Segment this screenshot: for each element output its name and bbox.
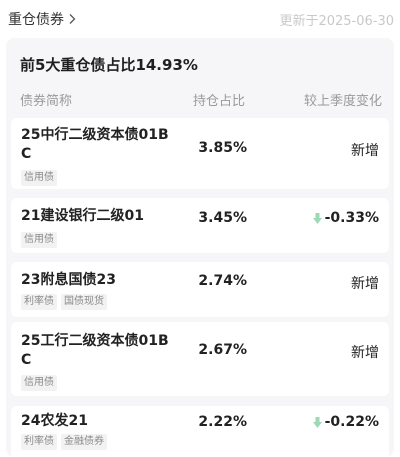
column-header-share: 持仓占比 [193, 94, 246, 109]
change-value: 新增 [351, 143, 379, 159]
quarter-change: -0.33% [312, 210, 379, 226]
bond-name: 23附息国债23 [21, 272, 116, 288]
bond-name: 25中行二级资本债01BC [21, 127, 169, 162]
quarter-change: 新增 [351, 342, 379, 362]
column-header-name: 债券简称 [20, 94, 73, 109]
holding-share: 2.22% [198, 414, 247, 430]
holding-row[interactable]: 24农发21 利率债 金融债券 2.22% -0.22% [11, 406, 389, 457]
bond-tags: 信用债 [21, 232, 61, 248]
bond-tag: 金融债券 [61, 434, 107, 450]
change-value: 新增 [351, 276, 379, 292]
holding-row[interactable]: 25工行二级资本债01BC 信用债 2.67% 新增 [11, 322, 389, 396]
bond-name: 21建设银行二级01 [21, 208, 144, 224]
bond-tags: 利率债 国债现货 [21, 294, 111, 310]
bond-tag: 信用债 [21, 375, 57, 391]
bond-tag: 利率债 [21, 294, 57, 310]
holdings-card: 前5大重仓债占比14.93% 债券简称 持仓占比 较上季度变化 25中行二级资本… [6, 38, 394, 457]
top-bar: 重仓债券 更新于2025-06-30 [0, 0, 400, 38]
bond-tag: 国债现货 [61, 294, 107, 310]
bond-tags: 信用债 [21, 170, 61, 186]
holding-share: 2.67% [198, 342, 247, 358]
holding-share: 3.45% [198, 210, 247, 226]
updated-date: 更新于2025-06-30 [279, 13, 394, 29]
arrow-down-icon [312, 416, 322, 428]
quarter-change: -0.22% [312, 414, 379, 430]
holdings-section-link[interactable]: 重仓债券 [8, 9, 77, 29]
change-value: -0.22% [324, 414, 379, 430]
bond-tag: 信用债 [21, 170, 57, 186]
change-value: 新增 [351, 345, 379, 361]
top5-share-title: 前5大重仓债占比14.93% [20, 56, 198, 74]
bond-name: 25工行二级资本债01BC [21, 333, 169, 368]
bond-tags: 利率债 金融债券 [21, 434, 111, 450]
bond-tag: 信用债 [21, 232, 57, 248]
bond-tags: 信用债 [21, 375, 61, 391]
bond-name: 24农发21 [21, 413, 88, 429]
bond-tag: 利率债 [21, 434, 57, 450]
section-label: 重仓债券 [8, 12, 64, 28]
quarter-change: 新增 [351, 140, 379, 160]
holding-row[interactable]: 23附息国债23 利率债 国债现货 2.74% 新增 [11, 262, 389, 317]
chevron-right-icon [69, 14, 76, 24]
column-header-change: 较上季度变化 [303, 94, 382, 109]
holding-row[interactable]: 25中行二级资本债01BC 信用债 3.85% 新增 [11, 118, 389, 189]
holding-share: 3.85% [198, 140, 247, 156]
arrow-down-icon [312, 212, 322, 224]
holding-share: 2.74% [198, 273, 247, 289]
quarter-change: 新增 [351, 273, 379, 293]
holding-row[interactable]: 21建设银行二级01 信用债 3.45% -0.33% [11, 198, 389, 253]
change-value: -0.33% [324, 210, 379, 226]
